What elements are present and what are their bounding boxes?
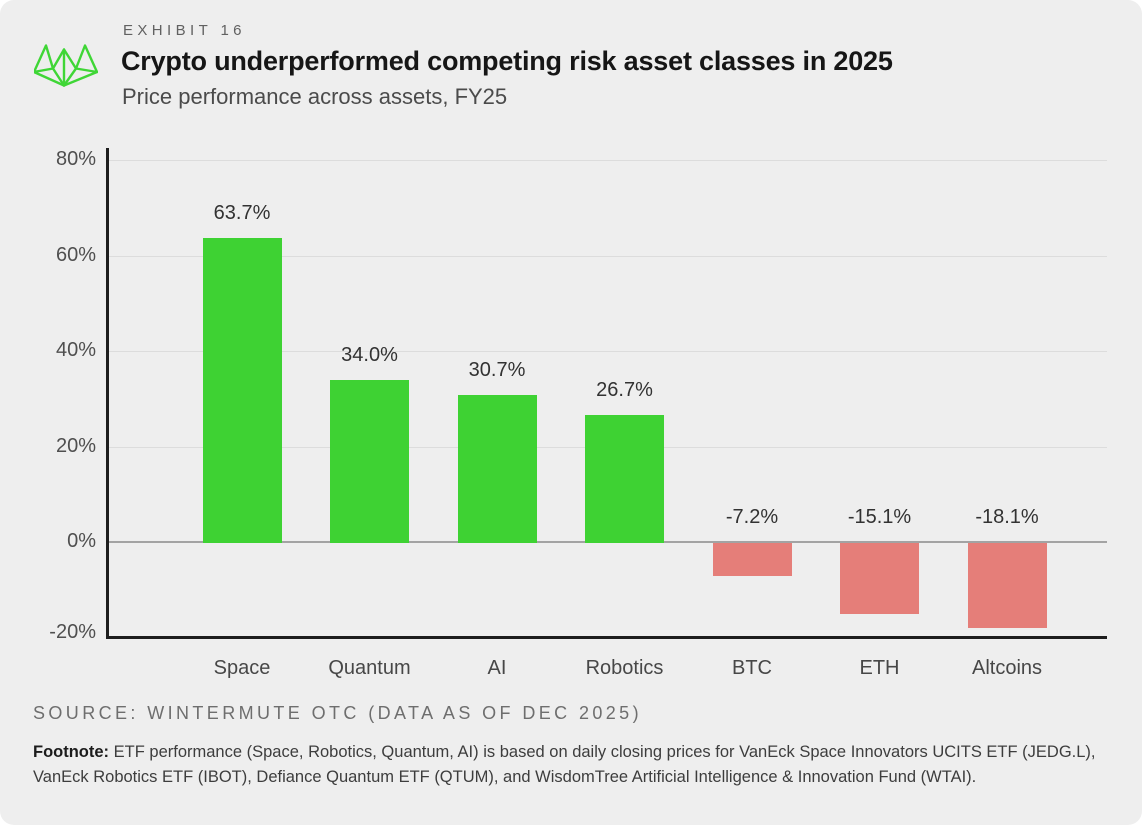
x-tick-label: Robotics xyxy=(585,657,664,679)
y-tick-label: 60% xyxy=(55,243,96,266)
footnote: Footnote: ETF performance (Space, Roboti… xyxy=(33,740,1108,789)
bar-ai xyxy=(457,395,537,543)
x-axis xyxy=(106,636,1107,639)
value-label: 63.7% xyxy=(213,201,271,224)
value-label: 34.0% xyxy=(341,343,398,366)
chart-title: Crypto underperformed competing risk ass… xyxy=(121,46,893,76)
bar-robotics xyxy=(585,414,664,543)
gridline-80 xyxy=(108,160,1107,161)
exhibit-label: EXHIBIT 16 xyxy=(123,22,246,39)
y-tick-label: -20% xyxy=(49,620,96,643)
footnote-label: Footnote: xyxy=(33,743,110,761)
bar-btc xyxy=(712,543,792,577)
x-tick-label: Space xyxy=(213,657,271,679)
footnote-text: ETF performance (Space, Robotics, Quantu… xyxy=(33,743,1096,786)
value-label: 26.7% xyxy=(596,378,653,401)
y-tick-label: 40% xyxy=(55,339,96,362)
bar-space xyxy=(202,237,282,543)
x-tick-label: ETH xyxy=(859,657,900,679)
gridline-60 xyxy=(108,255,1107,257)
bar-quantum xyxy=(330,379,409,543)
x-tick-label: Altcoins xyxy=(971,657,1043,679)
y-axis xyxy=(106,148,109,639)
value-label: -18.1% xyxy=(975,506,1039,528)
value-label: -7.2% xyxy=(725,506,779,528)
bar-eth xyxy=(840,543,919,615)
x-tick-label: BTC xyxy=(732,657,772,679)
wintermute-logo-icon xyxy=(32,44,99,87)
y-tick-label: 80% xyxy=(55,148,96,171)
bar-altcoins xyxy=(967,543,1047,629)
x-tick-label: Quantum xyxy=(328,657,411,679)
y-tick-label: 20% xyxy=(55,434,96,457)
chart-subtitle: Price performance across assets, FY25 xyxy=(122,84,508,109)
gridline-40 xyxy=(108,351,1107,352)
source-line: SOURCE: WINTERMUTE OTC (DATA AS OF DEC 2… xyxy=(33,703,642,723)
y-tick-label: 0% xyxy=(67,530,96,553)
value-label: 30.7% xyxy=(468,359,526,382)
value-label: -15.1% xyxy=(847,506,912,528)
x-tick-label: AI xyxy=(487,657,507,679)
